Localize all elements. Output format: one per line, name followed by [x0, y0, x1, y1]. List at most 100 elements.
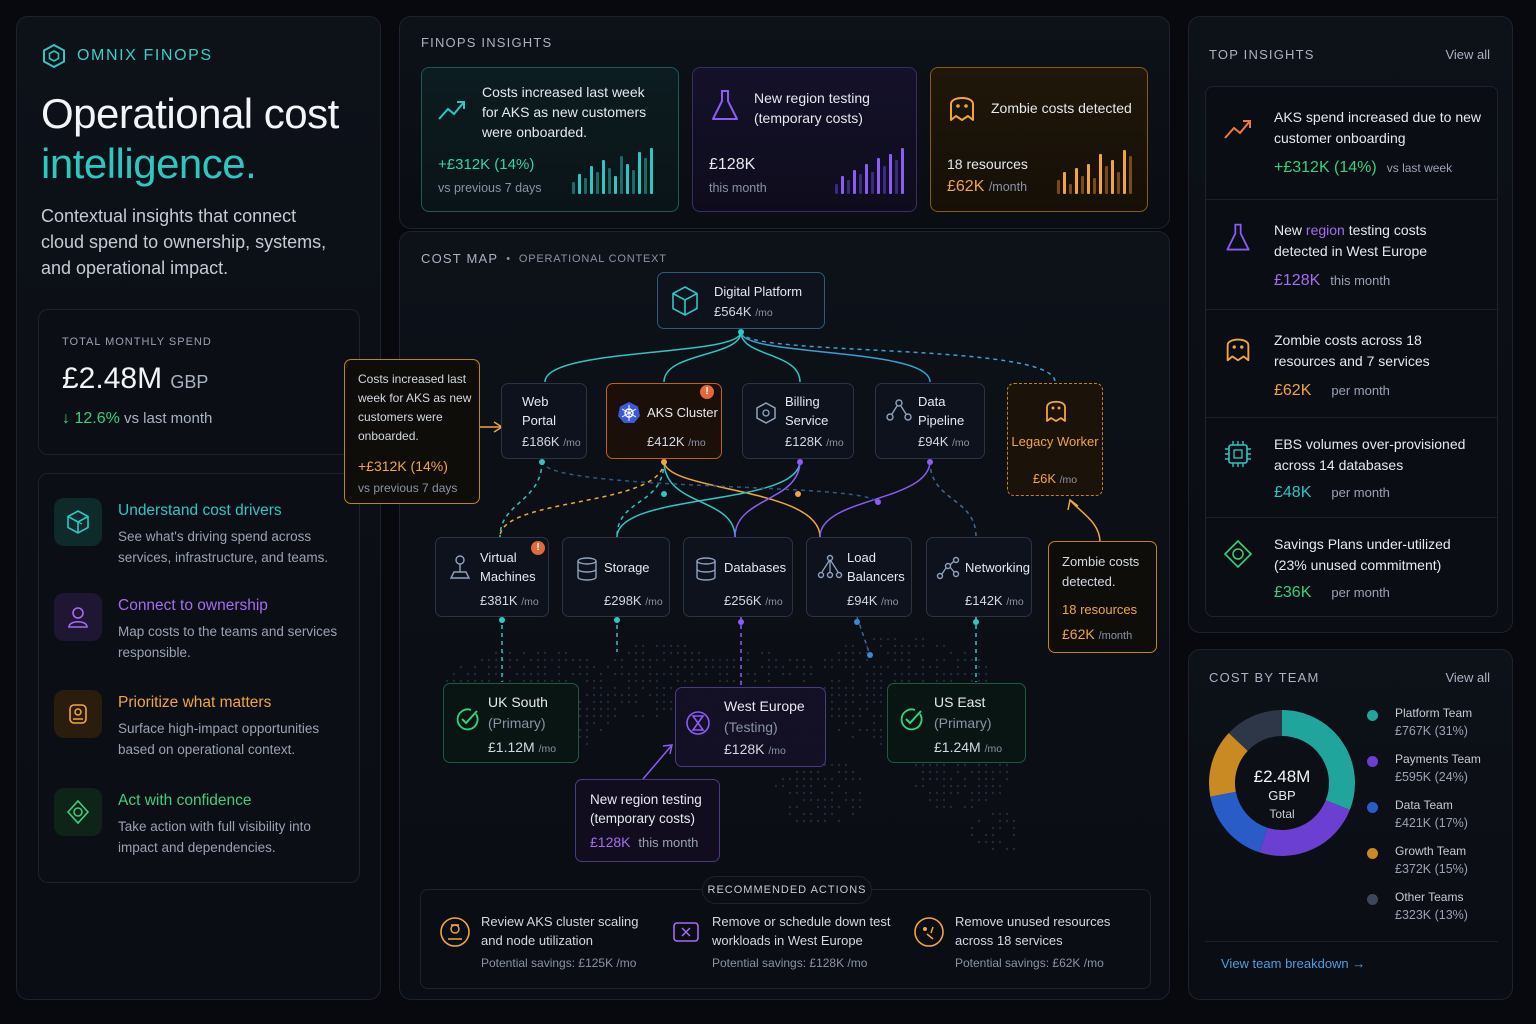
node-web-portal[interactable]: Web Portal £186K /mo: [501, 383, 587, 459]
feature-title: Understand cost drivers: [118, 502, 282, 519]
map-dot: [802, 784, 806, 788]
hourglass-icon: [686, 711, 710, 735]
map-dot: [1005, 763, 1009, 767]
map-dot: [641, 679, 645, 683]
callout-aks-increase: Costs increased last week for AKS as new…: [344, 359, 480, 504]
map-dot: [921, 679, 925, 683]
map-dot: [480, 658, 484, 662]
map-dot: [452, 679, 456, 683]
map-dot: [599, 714, 603, 718]
team-view-all[interactable]: View all: [1445, 670, 1490, 685]
connector-root-data: [740, 331, 931, 383]
view-team-breakdown-link[interactable]: View team breakdown →: [1205, 941, 1498, 971]
callout-count: 18 resources: [1062, 602, 1138, 617]
map-dot: [641, 651, 645, 655]
top-insights-view-all[interactable]: View all: [1445, 47, 1490, 62]
map-dot: [844, 707, 848, 711]
cost-map-title: COST MAP: [421, 251, 499, 266]
map-dot: [830, 777, 834, 781]
map-dot: [879, 665, 883, 669]
top-insight-zombie[interactable]: Zombie costs across 18 resources and 7 s…: [1206, 309, 1497, 417]
top-insight-region[interactable]: New region testing costs detected in Wes…: [1206, 199, 1497, 309]
donut-segment-data-team[interactable]: [1210, 791, 1269, 853]
map-dot: [641, 658, 645, 662]
map-dot: [669, 686, 673, 690]
map-dot: [949, 784, 953, 788]
callout-text: New region testing (temporary costs): [590, 792, 702, 826]
cost-map-header: COST MAP • OPERATIONAL CONTEXT: [421, 251, 667, 266]
map-dot: [543, 672, 547, 676]
top-insight-aks[interactable]: AKS spend increased due to new customer …: [1206, 87, 1497, 199]
node-load-balancers[interactable]: Load Balancers £94K /mo: [806, 537, 912, 617]
sparkline-bar: [1111, 160, 1114, 194]
node-data-pipeline[interactable]: Data Pipeline £94K /mo: [875, 383, 985, 459]
donut-segment-other-teams[interactable]: [1228, 710, 1283, 752]
node-cost: £381K /mo: [480, 593, 539, 608]
map-dot: [851, 798, 855, 802]
map-dot: [669, 665, 673, 669]
top-insight-ebs[interactable]: EBS volumes over-provisioned across 14 d…: [1206, 417, 1497, 517]
donut-segment-platform-team[interactable]: [1281, 710, 1355, 810]
map-dot: [928, 777, 932, 781]
map-dot: [655, 658, 659, 662]
insight-card-zombie[interactable]: Zombie costs detected 18 resources £62K …: [930, 67, 1148, 212]
map-dot: [606, 700, 610, 704]
map-dot: [844, 798, 848, 802]
callout-region-testing: New region testing (temporary costs) £12…: [575, 779, 720, 862]
connector-junction-dots: [499, 329, 979, 658]
node-legacy-worker[interactable]: Legacy Worker £6K /mo: [1007, 383, 1103, 496]
node-billing-service[interactable]: Billing Service £128K /mo: [742, 383, 854, 459]
map-dot: [851, 658, 855, 662]
connector-billing-storage: [616, 460, 801, 538]
map-dot: [788, 812, 792, 816]
map-dot: [578, 728, 582, 732]
map-dot: [879, 728, 883, 732]
map-dot: [732, 665, 736, 669]
map-dot: [963, 805, 967, 809]
map-dot: [774, 658, 778, 662]
map-dot: [879, 672, 883, 676]
node-virtual-machines[interactable]: Virtual Machines £381K /mo !: [435, 537, 549, 617]
map-dot: [648, 679, 652, 683]
node-uk-south[interactable]: UK South (Primary) £1.12M /mo: [443, 683, 579, 763]
map-dot: [872, 728, 876, 732]
map-dot: [613, 714, 617, 718]
map-dot: [557, 679, 561, 683]
callout-sub: vs previous 7 days: [358, 481, 458, 495]
sparkline-bar: [578, 174, 581, 194]
sparkline-bar: [614, 176, 617, 194]
node-storage[interactable]: Storage £298K /mo: [562, 537, 670, 617]
top-insight-value: £48K per month: [1274, 484, 1390, 502]
node-us-east[interactable]: US East (Primary) £1.24M /mo: [887, 683, 1026, 763]
map-dot: [998, 840, 1002, 844]
top-insight-value: £128K this month: [1274, 272, 1390, 290]
callout-arrowhead-zombie: [1067, 498, 1079, 511]
insight-card-aks[interactable]: Costs increased last week for AKS as new…: [421, 67, 679, 212]
map-dot: [998, 791, 1002, 795]
map-dot: [683, 651, 687, 655]
connector-aks-db: [663, 460, 736, 538]
node-cost: £94K /mo: [847, 593, 899, 608]
node-databases[interactable]: Databases £256K /mo: [683, 537, 793, 617]
map-dot: [977, 819, 981, 823]
map-dot: [837, 686, 841, 690]
map-dot: [830, 665, 834, 669]
map-dot: [851, 714, 855, 718]
node-digital-platform[interactable]: Digital Platform £564K /mo: [657, 272, 825, 329]
top-insight-savings-plans[interactable]: Savings Plans under-utilized (23% unused…: [1206, 517, 1497, 617]
node-west-europe[interactable]: West Europe (Testing) £128K /mo: [675, 687, 826, 767]
insight-card-region[interactable]: New region testing (temporary costs) £12…: [692, 67, 917, 212]
node-aks-cluster[interactable]: AKS Cluster £412K /mo !: [606, 383, 722, 459]
top-insight-amount: £36K: [1274, 584, 1312, 601]
top-insight-amount: £128K: [1274, 272, 1321, 289]
map-dot: [928, 763, 932, 767]
node-networking[interactable]: Networking £142K /mo: [926, 537, 1032, 617]
map-dot: [725, 658, 729, 662]
donut-segment-payments-team[interactable]: [1259, 799, 1350, 856]
map-dot: [872, 679, 876, 683]
node-cost-amount: £564K: [714, 304, 752, 319]
node-cost-amount: £128K: [724, 741, 765, 757]
map-dot: [914, 763, 918, 767]
donut-segment-growth-team[interactable]: [1209, 733, 1249, 797]
legend-name: Data Team: [1395, 798, 1453, 812]
